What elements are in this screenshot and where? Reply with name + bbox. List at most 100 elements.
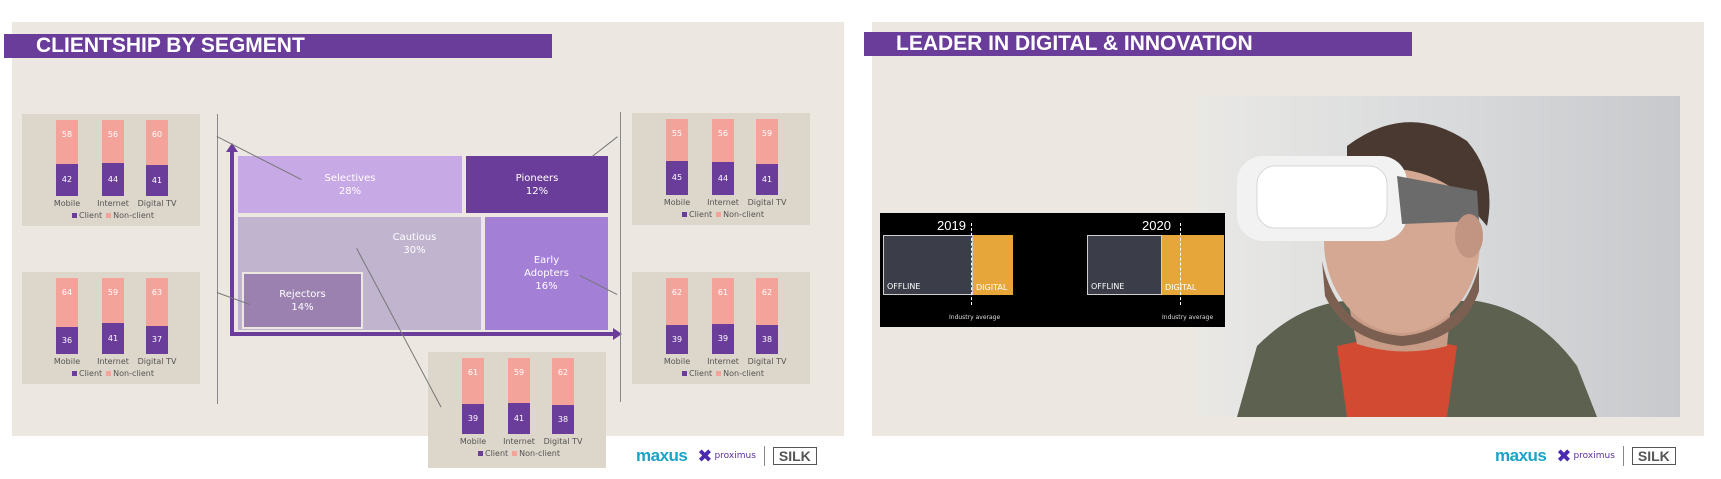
logo-separator [1622, 446, 1624, 466]
offline-bar-2020: OFFLINE [1087, 235, 1162, 295]
stacked-bar: 60 41 [146, 120, 168, 196]
stacked-bar: 58 42 [56, 120, 78, 196]
legend-client: Client [689, 210, 713, 219]
category-label: Digital TV [137, 357, 177, 366]
nonclient-segment: 59 [756, 119, 778, 164]
client-segment: 36 [56, 327, 78, 354]
chart-legend: Client Non-client [428, 449, 606, 458]
stacked-bar: 63 37 [146, 278, 168, 354]
stacked-bar: 62 39 [666, 278, 688, 354]
slide-digital: LEADER IN DIGITAL & INNOVATION 2019 OFFL… [864, 22, 1704, 436]
segment-pct: 30% [403, 245, 426, 256]
chart-legend: Client Non-client [632, 210, 810, 219]
category-label: Mobile [53, 357, 81, 366]
stacked-bar: 59 41 [756, 119, 778, 195]
footer-logos: maxus ✖ proximus SILK [636, 445, 817, 467]
nonclient-segment: 59 [508, 358, 530, 403]
stacked-bar: 64 36 [56, 278, 78, 354]
chart-card-pioneers: 55 45 Mobile 56 44 Internet 59 41 Digital TV Clie… [632, 113, 810, 225]
legend-swatch-client [682, 371, 687, 376]
industry-average-label-2020: Industry average [1162, 314, 1214, 321]
digital-bar-2020: DIGITAL [1162, 235, 1224, 295]
client-segment: 44 [102, 163, 124, 196]
divider-line [217, 114, 218, 404]
y-axis-arrow-icon [226, 143, 238, 152]
category-label: Mobile [663, 357, 691, 366]
nonclient-segment: 62 [666, 278, 688, 325]
silk-logo: SILK [772, 447, 817, 465]
category-label: Internet [97, 199, 129, 208]
segment-pct: 12% [525, 185, 549, 197]
proximus-logo: proximus [714, 451, 756, 461]
client-segment: 39 [712, 324, 734, 354]
legend-swatch-nonclient [716, 212, 722, 217]
legend-nonclient: Non-client [113, 369, 154, 378]
nonclient-segment: 61 [712, 278, 734, 324]
chart-card-selectives: 58 42 Mobile 56 44 Internet 60 41 Digital TV Clie… [22, 114, 200, 226]
legend-nonclient: Non-client [723, 369, 764, 378]
nonclient-segment: 63 [146, 278, 168, 326]
legend-client: Client [689, 369, 713, 378]
x-axis [230, 332, 615, 336]
client-segment: 41 [102, 323, 124, 354]
segment-name: Pioneers [515, 172, 559, 184]
stacked-bar: 61 39 [462, 358, 484, 434]
silk-logo: SILK [1631, 447, 1676, 465]
vr-photo [1197, 96, 1680, 417]
nonclient-segment: 58 [56, 120, 78, 164]
nonclient-segment: 56 [102, 120, 124, 163]
segment-pioneers: Pioneers 12% [466, 156, 608, 213]
stacked-bar: 59 41 [508, 358, 530, 434]
segment-pct: 28% [338, 185, 362, 197]
segment-diagram: Selectives 28% Pioneers 12% Cautious 30%… [226, 143, 622, 340]
category-label: Mobile [663, 198, 691, 207]
segment-name-line2: Adopters [524, 268, 569, 279]
slide-clientship: CLIENTSHIP BY SEGMENT 58 42 Mobile 56 44 Inte… [4, 22, 844, 468]
category-label: Digital TV [747, 198, 787, 207]
segment-pct: 14% [291, 301, 314, 313]
chart-legend: Client Non-client [22, 369, 200, 378]
y-axis [230, 150, 234, 336]
chart-legend: Client Non-client [22, 211, 200, 220]
nonclient-segment: 60 [146, 120, 168, 165]
segment-pct: 16% [535, 281, 558, 292]
segment-early-adopters: Early Adopters 16% [485, 217, 608, 330]
industry-average-line-2020 [1180, 223, 1181, 305]
nonclient-segment: 59 [102, 278, 124, 323]
chart-card-early-adopters: 62 39 Mobile 61 39 Internet 62 38 Digital TV Clie… [632, 272, 810, 384]
category-label: Digital TV [543, 437, 583, 446]
divider-line [620, 112, 621, 402]
nonclient-segment: 64 [56, 278, 78, 327]
vr-headset-man-image [1237, 122, 1597, 417]
client-segment: 42 [56, 164, 78, 196]
legend-swatch-nonclient [106, 371, 112, 376]
client-segment: 39 [666, 325, 688, 354]
legend-swatch-client [478, 451, 483, 456]
nonclient-segment: 62 [756, 278, 778, 325]
category-label: Mobile [459, 437, 487, 446]
stacked-bar: 56 44 [102, 120, 124, 196]
category-label: Mobile [53, 199, 81, 208]
segment-name: Cautious [392, 232, 437, 243]
segment-name: Selectives [324, 172, 376, 184]
segment-rejectors: Rejectors 14% [242, 272, 363, 329]
nonclient-segment: 62 [552, 358, 574, 405]
legend-nonclient: Non-client [723, 210, 764, 219]
stacked-bar: 62 38 [552, 358, 574, 434]
stacked-bar: 55 45 [666, 119, 688, 195]
proximus-icon: ✖ [697, 445, 713, 467]
client-segment: 39 [462, 404, 484, 434]
proximus-icon: ✖ [1556, 445, 1572, 467]
stacked-bar: 62 38 [756, 278, 778, 354]
legend-client: Client [485, 449, 509, 458]
maxus-logo: maxus [1495, 446, 1547, 465]
category-label: Internet [97, 357, 129, 366]
category-label: Digital TV [747, 357, 787, 366]
legend-nonclient: Non-client [113, 211, 154, 220]
slide-title: LEADER IN DIGITAL & INNOVATION [864, 32, 1412, 56]
client-segment: 44 [712, 162, 734, 195]
nonclient-segment: 56 [712, 119, 734, 162]
offline-digital-chart: 2019 OFFLINE DIGITAL Industry average 20… [880, 213, 1225, 327]
client-segment: 37 [146, 326, 168, 354]
legend-nonclient: Non-client [519, 449, 560, 458]
